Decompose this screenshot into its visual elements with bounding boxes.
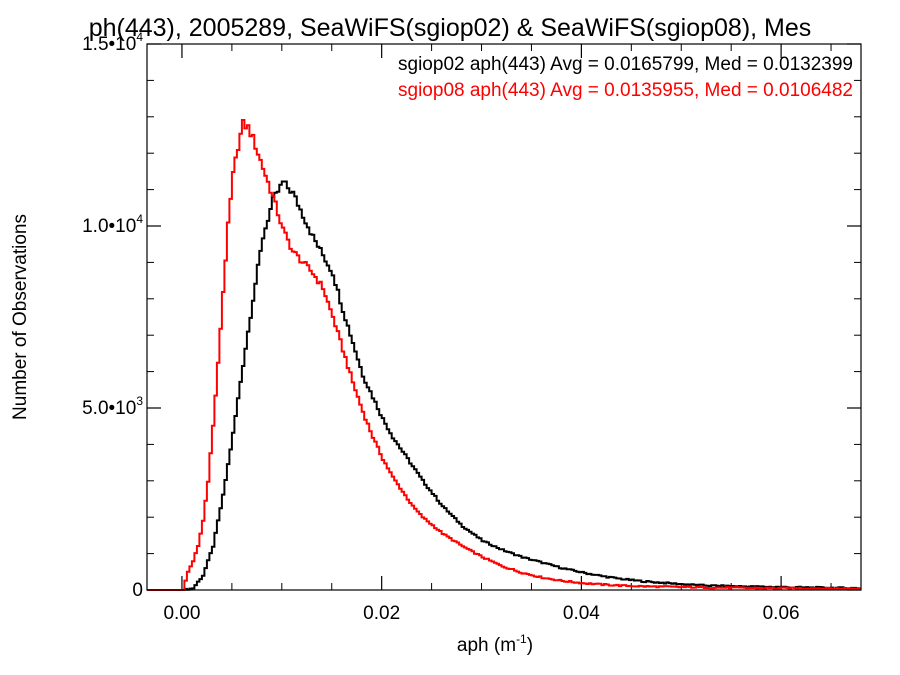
x-axis-label: aph (m-1): [457, 632, 533, 656]
y-tick-mantissa: 5.0•10: [82, 398, 136, 419]
y-axis-label: Number of Observations: [10, 214, 31, 420]
y-tick-mantissa: 0: [132, 580, 143, 601]
chart-title: ph(443), 2005289, SeaWiFS(sgiop02) & Sea…: [89, 14, 812, 42]
x-tick-label: 0.00: [163, 603, 200, 624]
y-tick-label: 0: [132, 580, 143, 601]
y-tick-label: 5.0•103: [82, 394, 143, 419]
y-tick-mantissa: 1.0•10: [82, 216, 136, 237]
x-axis-label-close: ): [527, 635, 533, 656]
series-line-0: [147, 180, 861, 591]
y-tick-exponent: 3: [136, 394, 143, 408]
x-tick-label: 0.02: [363, 603, 400, 624]
legend-entry-sgiop08: sgiop08 aph(443) Avg = 0.0135955, Med = …: [398, 80, 853, 101]
x-axis-label-sup: -1: [516, 632, 527, 646]
y-tick-exponent: 4: [136, 212, 143, 226]
y-tick-label: 1.5•104: [82, 30, 143, 55]
legend-entry-sgiop02: sgiop02 aph(443) Avg = 0.0165799, Med = …: [398, 54, 853, 75]
x-axis-ticks: 0.00 0.02 0.04 0.06: [163, 44, 832, 624]
x-tick-label: 0.06: [763, 603, 800, 624]
plot-frame: [146, 43, 862, 591]
series-lines: [147, 119, 861, 591]
series-line-1: [147, 119, 861, 591]
x-tick-label: 0.04: [563, 603, 600, 624]
y-tick-mantissa: 1.5•10: [82, 34, 136, 55]
y-tick-exponent: 4: [136, 30, 143, 44]
y-tick-label: 1.0•104: [82, 212, 143, 237]
x-axis-label-main: aph (m: [457, 635, 516, 656]
